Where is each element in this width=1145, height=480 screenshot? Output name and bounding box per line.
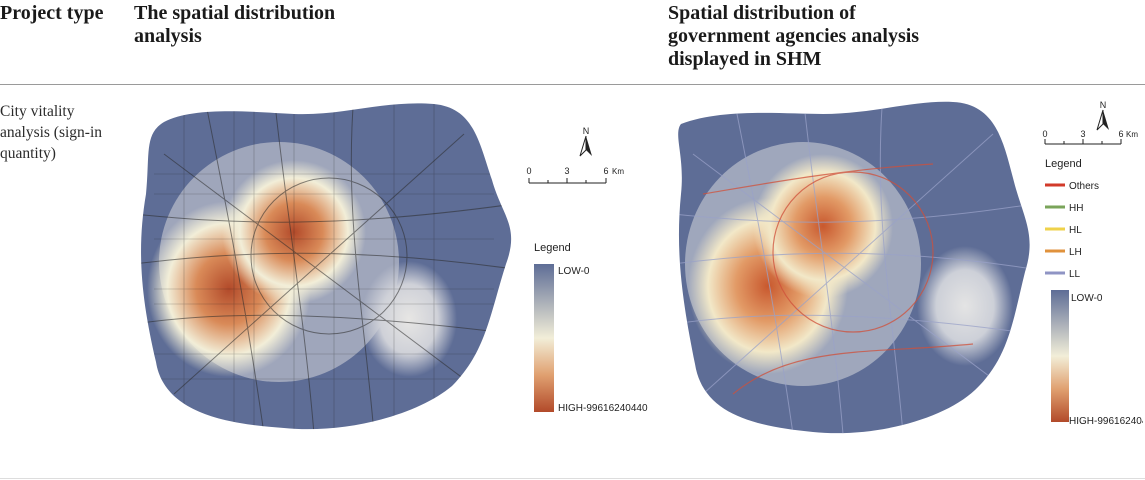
right-legend-label-others: Others (1069, 181, 1099, 192)
right-scale-bar (1044, 139, 1122, 145)
left-legend-low: LOW-0 (558, 266, 590, 277)
right-north-arrow-icon (1096, 109, 1109, 131)
left-legend-high: HIGH-99616240440 (558, 403, 648, 414)
left-north-arrow-icon (579, 135, 592, 157)
header-rule (0, 84, 1145, 85)
left-scale-bar (528, 178, 607, 184)
row-label-city-vitality: City vitality analysis (sign-in quantity… (0, 103, 103, 162)
right-legend-high: HIGH-9961624044 (1069, 416, 1143, 427)
right-scale-unit: Km (1126, 130, 1138, 139)
right-legend-low: LOW-0 (1071, 293, 1103, 304)
right-scale-tick-0: 0 (1042, 129, 1047, 139)
left-legend-gradient (534, 264, 554, 412)
left-scale-tick-0: 0 (526, 166, 531, 176)
bottom-rule (0, 478, 1145, 479)
right-legend-title: Legend (1045, 158, 1082, 170)
header-spatial-distribution: The spatial distribution analysis (134, 2, 336, 47)
left-scale-unit: Km (612, 167, 624, 176)
right-legend-label-lh: LH (1069, 247, 1082, 258)
left-north-label: N (583, 126, 590, 136)
right-legend-label-hl: HL (1069, 225, 1082, 236)
header-government-agencies: Spatial distribution of government agenc… (668, 2, 920, 70)
right-scale-tick-6: 6 (1118, 129, 1123, 139)
left-scale-tick-6: 6 (603, 166, 608, 176)
right-legend-label-ll: LL (1069, 269, 1081, 280)
right-legend-label-hh: HH (1069, 203, 1083, 214)
right-legend-gradient (1051, 290, 1069, 422)
right-heatmap-figure: N 0 3 6 Km Legend Others HH HL LH LL LOW-0 H… (678, 100, 1143, 434)
right-legend-categories: Others HH HL LH LL (1045, 181, 1099, 280)
right-north-label: N (1100, 100, 1107, 110)
left-heatmap-figure: N 0 3 6 Km Legend LOW-0 HIGH-99616240440 (141, 103, 648, 430)
left-scale-tick-3: 3 (564, 166, 569, 176)
header-project-type: Project type (0, 2, 104, 24)
left-legend-title: Legend (534, 242, 571, 254)
right-scale-tick-3: 3 (1080, 129, 1085, 139)
